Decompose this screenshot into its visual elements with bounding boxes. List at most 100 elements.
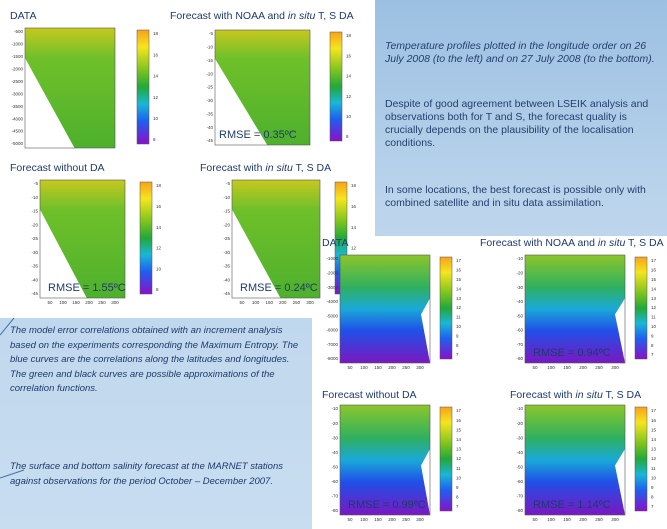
title-part: in situ — [265, 162, 293, 174]
colorbar-label: 10 — [156, 266, 162, 271]
colorbar-label: 11 — [651, 315, 656, 320]
colorbar-label: 14 — [456, 286, 462, 291]
y-tick-label: -5 — [209, 31, 213, 36]
x-tick-label: 250 — [402, 517, 410, 522]
y-tick-label: -20 — [31, 222, 38, 227]
panel-title: DATA — [322, 237, 348, 249]
colorbar-label: 12 — [153, 95, 159, 100]
x-tick-label: 200 — [579, 517, 587, 522]
y-tick-label: -70 — [516, 342, 523, 347]
colorbar-label: 15 — [651, 277, 657, 282]
y-tick-label: -30 — [31, 250, 38, 255]
y-tick-label: -15 — [223, 209, 230, 214]
paragraph: In some locations, the best forecast is … — [385, 184, 657, 210]
title-part: T, S DA — [603, 389, 641, 401]
colorbar-label: 14 — [651, 286, 657, 291]
colorbar-label: 14 — [153, 74, 159, 79]
y-tick-label: -4000 — [11, 116, 23, 121]
rmse-label: RMSE = 0.99ºC — [348, 499, 426, 511]
y-tick-label: -45 — [223, 291, 230, 296]
x-tick-label: 250 — [98, 300, 106, 305]
colorbar-label: 18 — [153, 31, 159, 36]
colorbar-label: 18 — [346, 33, 352, 38]
y-tick-label: -40 — [31, 277, 38, 282]
colorbar-label: 16 — [651, 418, 657, 423]
colorbar-label: 14 — [351, 225, 357, 230]
colorbar — [440, 407, 452, 511]
x-tick-label: 50 — [47, 300, 53, 305]
rmse-label: RMSE = 1.55ºC — [48, 282, 126, 294]
colorbar-label: 12 — [456, 456, 462, 461]
colorbar-label: 12 — [456, 305, 462, 310]
x-tick-label: 300 — [611, 517, 619, 522]
colorbar-label: 18 — [156, 183, 162, 188]
y-tick-label: -15 — [31, 209, 38, 214]
panel-title: Forecast with in situ T, S DA — [200, 162, 331, 174]
x-tick-label: 200 — [579, 365, 587, 370]
panel-title: Forecast with in situ T, S DA — [510, 389, 641, 401]
colorbar-label: 10 — [651, 324, 657, 329]
y-tick-label: -3000 — [326, 285, 338, 290]
y-tick-label: -40 — [206, 125, 213, 130]
panel-title: Forecast with NOAA and in situ T, S DA — [170, 10, 354, 22]
y-tick-label: -10 — [331, 406, 338, 411]
x-tick-label: 300 — [416, 517, 424, 522]
y-tick-label: -40 — [331, 450, 338, 455]
y-tick-label: -20 — [331, 421, 338, 426]
colorbar-label: 10 — [456, 475, 462, 480]
x-tick-label: 150 — [72, 300, 80, 305]
y-tick-label: -20 — [516, 421, 523, 426]
y-tick-label: -70 — [331, 494, 338, 499]
y-tick-label: -4000 — [326, 299, 338, 304]
y-tick-label: -10 — [31, 195, 38, 200]
colorbar-label: 14 — [346, 74, 352, 79]
title-part: Forecast with — [510, 389, 575, 401]
y-tick-label: -50 — [516, 313, 523, 318]
x-tick-label: 50 — [347, 365, 353, 370]
colorbar-label: 17 — [651, 258, 657, 263]
x-tick-label: 50 — [347, 517, 353, 522]
colorbar-label: 16 — [651, 268, 657, 273]
x-tick-label: 200 — [388, 365, 396, 370]
colorbar — [137, 30, 149, 144]
rmse-label: RMSE = 0.24ºC — [240, 282, 318, 294]
figures: DATA-500-1000-1500-2000-2500-3000-3500-4… — [0, 0, 667, 529]
colorbar — [330, 32, 342, 141]
x-tick-label: 150 — [563, 517, 571, 522]
y-tick-label: -8000 — [326, 356, 338, 361]
colorbar-label: 17 — [651, 408, 657, 413]
colorbar-label: 13 — [456, 447, 462, 452]
colorbar — [440, 257, 452, 359]
panel-title: Forecast with NOAA and in situ T, S DA — [480, 237, 664, 249]
colorbar-label: 13 — [456, 296, 462, 301]
x-tick-label: 100 — [547, 517, 555, 522]
y-tick-label: -7000 — [326, 342, 338, 347]
rmse-label: RMSE = 0.35ºC — [219, 129, 297, 141]
y-tick-label: -25 — [206, 85, 213, 90]
y-tick-label: -40 — [516, 450, 523, 455]
y-tick-label: -50 — [331, 464, 338, 469]
y-tick-label: -60 — [516, 479, 523, 484]
title-part: Forecast without DA — [322, 389, 417, 401]
y-tick-label: -50 — [516, 464, 523, 469]
rmse-label: RMSE = 1.14ºC — [533, 499, 611, 511]
y-tick-label: -70 — [516, 494, 523, 499]
colorbar-label: 17 — [456, 408, 462, 413]
y-tick-label: -60 — [516, 328, 523, 333]
x-tick-label: 300 — [611, 365, 619, 370]
y-tick-label: -80 — [516, 508, 523, 513]
y-tick-label: -15 — [206, 58, 213, 63]
colorbar-label: 16 — [156, 204, 162, 209]
title-part: in situ — [598, 237, 626, 249]
y-tick-label: -30 — [516, 435, 523, 440]
y-tick-label: -1000 — [326, 256, 338, 261]
y-tick-label: -30 — [331, 435, 338, 440]
y-tick-label: -1000 — [11, 42, 23, 47]
y-tick-label: -40 — [223, 277, 230, 282]
title-part: DATA — [322, 237, 348, 249]
y-tick-label: -35 — [223, 264, 230, 269]
colorbar-label: 11 — [456, 315, 461, 320]
y-tick-label: -60 — [331, 479, 338, 484]
y-tick-label: -5 — [226, 181, 230, 186]
y-tick-label: -25 — [223, 236, 230, 241]
